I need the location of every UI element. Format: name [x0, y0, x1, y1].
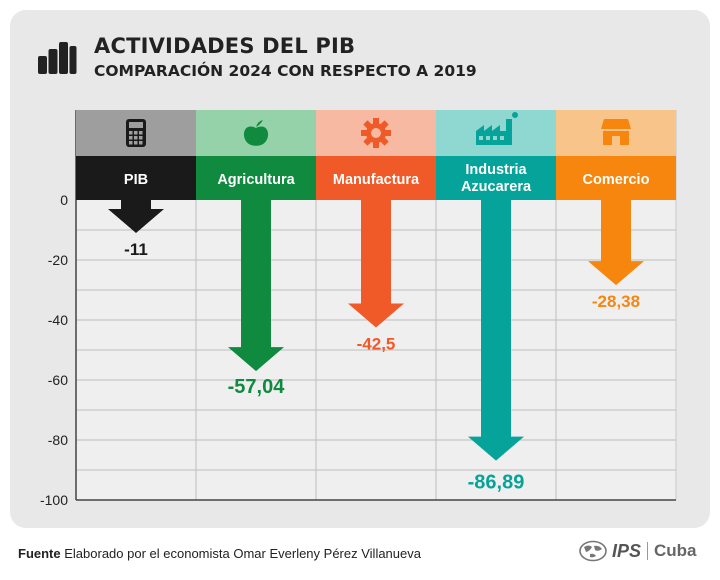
category-label: PIB	[124, 172, 148, 188]
ips-logo: IPS Cuba	[578, 537, 697, 565]
apple-icon	[243, 120, 269, 146]
category-label-bg	[196, 156, 316, 200]
bar-arrow	[588, 200, 644, 286]
chart-title: ACTIVIDADES DEL PIB	[94, 34, 356, 58]
store-icon	[601, 119, 631, 145]
source-label: Fuente	[18, 546, 61, 561]
bar-arrow	[348, 200, 404, 328]
y-tick-label: -40	[48, 312, 68, 328]
chart-subtitle: COMPARACIÓN 2024 CON RESPECTO A 2019	[94, 62, 477, 80]
category-label: Industria	[465, 162, 527, 178]
data-label: -57,04	[228, 376, 286, 398]
data-label: -86,89	[468, 472, 525, 494]
bar-chart: 0 -20 -40 -60 -80 -100 PIB -11 Agricultura -57,04…	[40, 110, 677, 508]
brand-separator	[647, 542, 649, 560]
bar-chart-icon	[38, 42, 77, 74]
y-tick-label: -100	[40, 492, 68, 508]
bar-arrow	[108, 200, 164, 233]
category-label-bg	[76, 156, 196, 200]
calculator-icon	[126, 119, 146, 147]
category-label-bg	[316, 156, 436, 200]
category-label: Azucarera	[461, 179, 532, 195]
y-tick-label: -80	[48, 432, 68, 448]
factory-icon	[476, 112, 518, 145]
source-note: Fuente Elaborado por el economista Omar …	[18, 546, 421, 561]
category-label-bg	[436, 156, 556, 200]
data-label: -42,5	[357, 335, 396, 354]
category-label: Manufactura	[333, 172, 420, 188]
globe-icon	[579, 540, 607, 562]
category-label: Comercio	[583, 172, 650, 188]
gear-icon	[361, 118, 391, 148]
brand-cuba: Cuba	[654, 541, 697, 560]
y-tick-label: -60	[48, 372, 68, 388]
y-tick-label: -20	[48, 252, 68, 268]
bar-arrow	[468, 200, 524, 461]
bar-arrow	[228, 200, 284, 372]
y-tick-label: 0	[60, 192, 68, 208]
data-label: -11	[124, 240, 148, 259]
category-label-bg	[556, 156, 676, 200]
data-label: -28,38	[592, 292, 640, 311]
source-text: Elaborado por el economista Omar Everlen…	[64, 546, 421, 561]
brand-ips: IPS	[612, 540, 642, 561]
category-label: Agricultura	[217, 172, 295, 188]
